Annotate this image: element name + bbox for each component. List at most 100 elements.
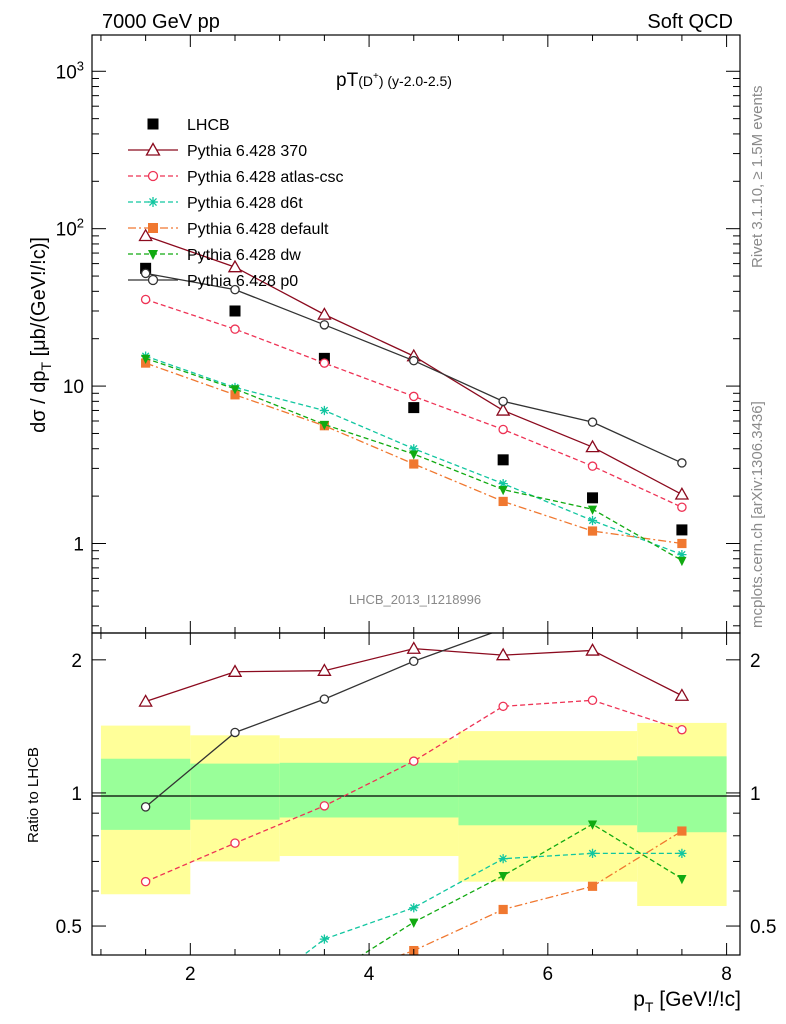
ratio-series-pythia-6-428-dw [360, 820, 687, 955]
data-point-pythia-6-428-d6t [677, 550, 687, 560]
series-pythia-6-428-atlas-csc [140, 294, 687, 512]
ratio-point-pythia-6-428-atlas-csc [677, 724, 687, 735]
data-point-lhcb [497, 454, 509, 466]
ratio-xlabel: pT [GeV!/!c] [633, 988, 741, 1015]
ratio-point-pythia-6-428-370 [674, 688, 690, 701]
inner-uncertainty-band [190, 763, 280, 820]
ratio-point-pythia-6-428-370 [317, 663, 332, 676]
data-point-pythia-6-428-p0 [587, 417, 598, 427]
legend-entry-pythia-6-428-default: Pythia 6.428 default [128, 221, 329, 238]
ratio-point-pythia-6-428-default [498, 904, 508, 915]
data-point-lhcb [587, 492, 599, 504]
data-point-pythia-6-428-dw [587, 505, 598, 515]
series-pythia-6-428-dw [141, 354, 687, 567]
ratio-point-pythia-6-428-default [587, 881, 598, 891]
inner-uncertainty-band [458, 760, 638, 826]
ratio-point-pythia-6-428-default [677, 826, 687, 836]
ratio-ytick-label-right: 2 [750, 651, 761, 672]
ratio-point-pythia-6-428-d6t [677, 848, 687, 858]
mcplots-label: mcplots.cern.ch [arXiv:1306.3436] [749, 401, 766, 628]
data-point-pythia-6-428-atlas-csc [230, 324, 240, 334]
data-point-pythia-6-428-d6t [587, 515, 598, 526]
header-right: Soft QCD [647, 11, 733, 33]
data-point-pythia-6-428-dw [230, 385, 240, 395]
xlabel-sub: T [645, 999, 654, 1015]
legend-label: Pythia 6.428 atlas-csc [187, 169, 344, 186]
ratio-point-pythia-6-428-p0 [230, 727, 240, 738]
data-point-pythia-6-428-dw [677, 556, 687, 567]
data-point-pythia-6-428-p0 [140, 268, 151, 279]
rivet-label: Rivet 3.1.10, ≥ 1.5M events [749, 86, 766, 269]
chart-title-paren: (D [358, 73, 373, 89]
ratio-point-pythia-6-428-d6t [230, 1003, 239, 1012]
data-point-pythia-6-428-d6t [409, 444, 419, 454]
xtick-label: 2 [185, 964, 196, 985]
data-point-pythia-6-428-dw [498, 485, 508, 496]
ratio-point-pythia-6-428-default [320, 978, 329, 987]
data-point-pythia-6-428-atlas-csc [677, 502, 687, 512]
legend-entry-pythia-6-428-dw: Pythia 6.428 dw [128, 247, 301, 264]
legend-entry-pythia-6-428-370: Pythia 6.428 370 [128, 142, 307, 160]
ratio-series-pythia-6-428-p0 [140, 601, 686, 812]
data-point-pythia-6-428-370 [495, 403, 511, 416]
ratio-series-area [138, 601, 690, 1012]
data-point-pythia-6-428-370 [674, 487, 690, 500]
series-pythia-6-428-p0 [140, 268, 687, 468]
data-point-pythia-6-428-atlas-csc [319, 358, 330, 368]
chart-title: pT(D+) (y-2.0-2.5) [336, 70, 452, 91]
ratio-ytick-label: 2 [71, 651, 82, 672]
data-point-pythia-6-428-p0 [498, 396, 508, 407]
xtick-label: 4 [364, 964, 375, 985]
data-point-lhcb [140, 262, 152, 274]
ratio-ytick-label: 0.5 [56, 917, 82, 938]
chart-title-main: pT [336, 70, 359, 91]
ratio-point-pythia-6-428-p0 [140, 802, 151, 812]
legend-marker [148, 223, 158, 233]
main-ylabel-b: [μb/(GeV!/!c)] [28, 237, 50, 362]
ratio-point-pythia-6-428-dw [409, 918, 419, 928]
ratio-point-pythia-6-428-d6t [587, 848, 598, 858]
analysis-watermark: LHCB_2013_I1218996 [349, 592, 481, 607]
data-point-pythia-6-428-p0 [677, 458, 687, 468]
data-point-pythia-6-428-atlas-csc [587, 461, 598, 471]
legend-label: LHCB [187, 117, 230, 134]
ratio-frame [91, 632, 741, 956]
data-point-pythia-6-428-370 [317, 307, 332, 320]
ratio-axis-ticks: 0.5 0.5 1 1 2 2 2 4 6 8 [56, 633, 776, 985]
legend-marker [147, 170, 159, 182]
data-point-lhcb [408, 402, 420, 414]
ratio-ytick-label-right: 0.5 [750, 917, 776, 938]
legend-entry-pythia-6-428-p0: Pythia 6.428 p0 [128, 273, 298, 290]
ratio-point-pythia-6-428-370 [495, 647, 511, 661]
data-point-pythia-6-428-370 [138, 228, 153, 242]
inner-uncertainty-band [637, 756, 727, 833]
xtick-label: 6 [543, 964, 554, 985]
legend-entry-pythia-6-428-d6t: Pythia 6.428 d6t [128, 195, 303, 212]
ratio-point-pythia-6-428-d6t [319, 934, 329, 944]
data-point-pythia-6-428-atlas-csc [409, 391, 419, 402]
ratio-point-pythia-6-428-atlas-csc [140, 876, 151, 887]
ratio-point-pythia-6-428-atlas-csc [230, 838, 240, 848]
ratio-point-pythia-6-428-370 [406, 641, 421, 654]
ratio-point-pythia-6-428-dw [677, 875, 687, 885]
legend: LHCB Pythia 6.428 370 Pythia 6.428 atlas-c… [128, 117, 344, 290]
data-point-pythia-6-428-default [498, 496, 508, 507]
legend-label: Pythia 6.428 370 [187, 143, 307, 160]
ratio-point-pythia-6-428-d6t [409, 903, 419, 913]
ratio-point-pythia-6-428-dw [587, 820, 598, 830]
data-point-pythia-6-428-atlas-csc [498, 424, 508, 435]
ratio-point-pythia-6-428-370 [138, 694, 153, 707]
legend-label: Pythia 6.428 dw [187, 247, 301, 264]
xtick-label: 8 [721, 964, 732, 985]
data-point-pythia-6-428-p0 [319, 320, 330, 330]
ratio-point-pythia-6-428-p0 [409, 656, 419, 667]
data-point-pythia-6-428-370 [227, 259, 243, 273]
main-ytick-label: 1 [73, 534, 84, 555]
ratio-point-pythia-6-428-dw [498, 872, 508, 882]
main-ytick-label: 102 [56, 216, 84, 241]
ratio-point-pythia-6-428-p0 [678, 601, 686, 609]
main-ytick-label: 10 [63, 377, 84, 398]
legend-marker [147, 274, 159, 286]
main-axis-ticks: 1 10 102 103 [56, 35, 740, 633]
